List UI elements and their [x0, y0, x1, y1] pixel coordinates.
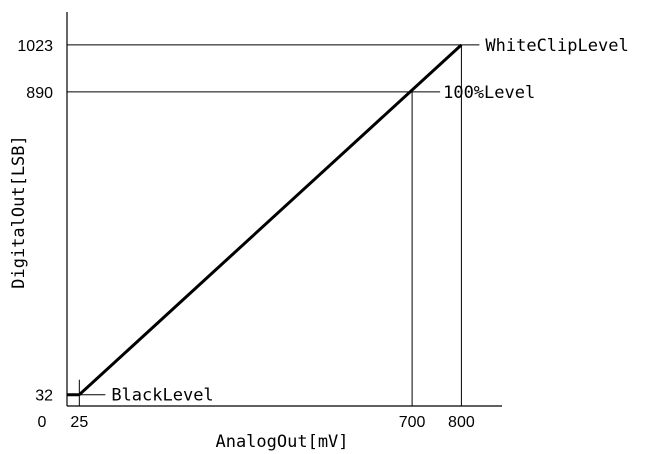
reference-lines [67, 44, 480, 406]
x-tick-label-700: 700 [399, 414, 426, 431]
annotation-label-0: BlackLevel [111, 386, 213, 406]
annotation-label-2: WhiteClipLevel [485, 36, 628, 56]
axes [66, 12, 502, 407]
tick-labels: 32 890 1023 25 700 800 [17, 38, 474, 431]
x-tick-label-25: 25 [70, 414, 88, 431]
annotations: BlackLevel 100%Level WhiteClipLevel [111, 36, 628, 406]
annotation-label-1: 100%Level [443, 83, 535, 103]
series-group [67, 43, 463, 397]
series-line-0 [67, 43, 463, 397]
y-tick-label-1023: 1023 [17, 38, 53, 55]
x-tick-label-800: 800 [448, 414, 475, 431]
y-tick-label-32: 32 [35, 388, 53, 405]
origin-label: 0 [38, 414, 47, 431]
y-tick-label-890: 890 [26, 85, 53, 102]
y-axis-label: DigitalOut[LSB] [9, 135, 29, 289]
x-axis-label: AnalogOut[mV] [215, 432, 348, 452]
